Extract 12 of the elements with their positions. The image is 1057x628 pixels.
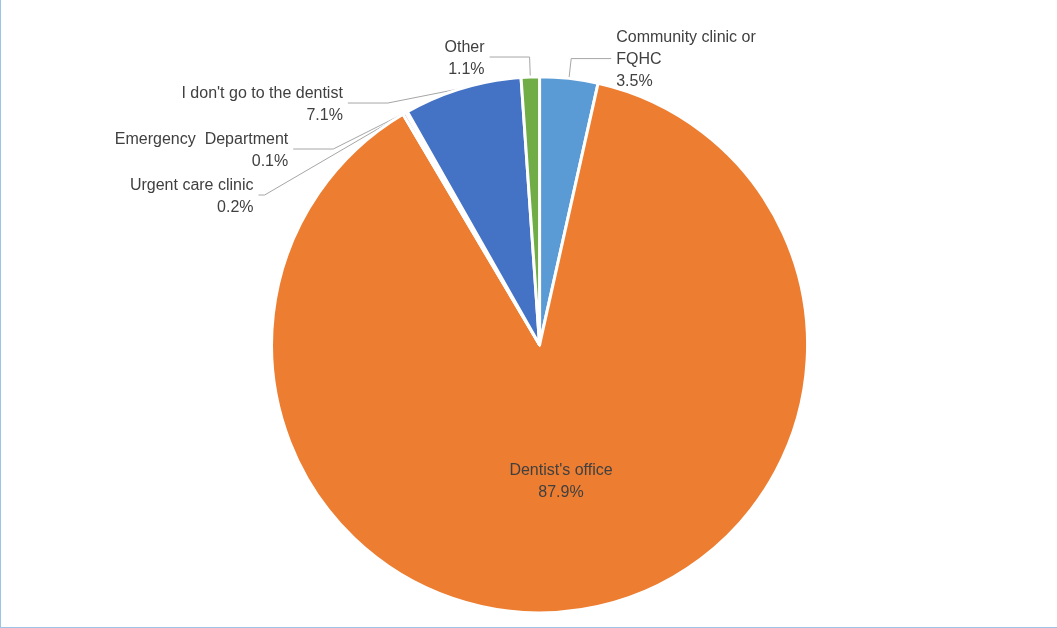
slice-label: Emergency Department — [114, 129, 289, 147]
slice-label: Urgent care clinic — [129, 175, 254, 193]
data-label: 3.5% — [616, 72, 653, 90]
data-label: 7.1% — [306, 105, 343, 123]
data-label: 0.2% — [217, 197, 254, 215]
data-label: 1.1% — [448, 59, 485, 77]
data-label: 87.9% — [538, 482, 584, 500]
slice-label: I don't go to the dentist — [181, 83, 344, 101]
data-label: 0.1% — [251, 151, 289, 169]
slice-label: Other — [444, 37, 486, 55]
slice-label: Dentist's office — [509, 460, 613, 478]
slice-label: Community clinic or FQHC — [616, 28, 761, 68]
